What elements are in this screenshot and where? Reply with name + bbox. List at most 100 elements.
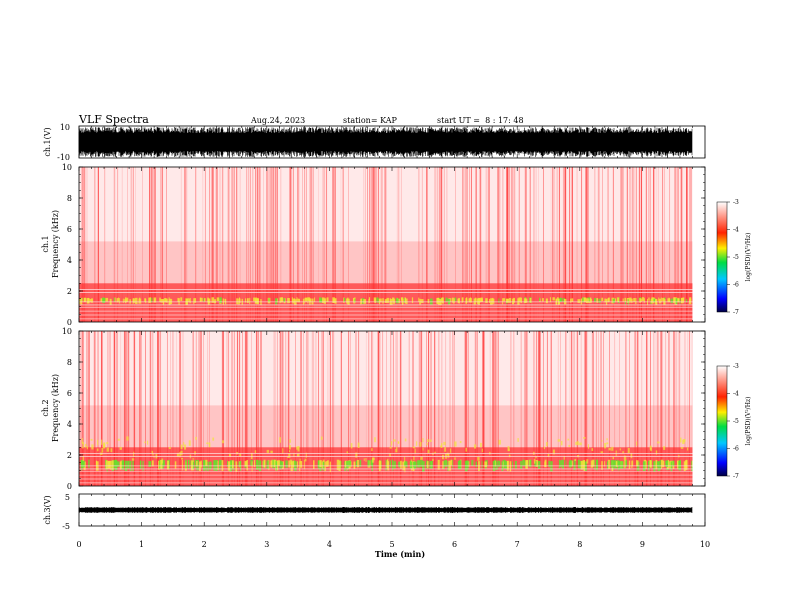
- psd-band-cell: [122, 298, 124, 303]
- psd-speckle: [176, 452, 179, 457]
- psd-band-cell: [404, 297, 406, 303]
- psd-speckle: [543, 446, 545, 450]
- psd-band-cell: [95, 460, 98, 467]
- psd-band-cell: [560, 460, 563, 468]
- psd-band-cell: [148, 461, 152, 468]
- psd-band-cell: [382, 298, 384, 304]
- ch2-colorbar-ticks: -7 -6 -5 -4 -3: [727, 363, 739, 480]
- psd-band-cell: [389, 460, 392, 468]
- psd-band-cell: [461, 297, 464, 303]
- psd-speckle: [396, 446, 398, 450]
- psd-band-cell: [290, 461, 293, 472]
- psd-band-cell: [196, 460, 198, 467]
- psd-band-cell: [346, 298, 348, 304]
- psd-speckle: [106, 442, 109, 445]
- psd-band-cell: [244, 460, 248, 467]
- psd-band-cell: [216, 297, 220, 302]
- psd-band-cell: [580, 460, 584, 470]
- psd-band-cell: [418, 297, 420, 303]
- psd-band-cell: [314, 297, 316, 302]
- psd-band-cell: [648, 297, 650, 301]
- psd-speckle: [663, 446, 666, 450]
- psd-speckle: [397, 441, 400, 444]
- psd-band-cell: [537, 460, 541, 469]
- psd-band-cell: [546, 298, 548, 303]
- psd-speckle: [101, 439, 103, 445]
- time-tick-label: 2: [202, 540, 207, 549]
- psd-band-cell: [520, 297, 523, 303]
- psd-speckle: [447, 453, 450, 458]
- psd-band-cell: [610, 460, 614, 468]
- psd-band-cell: [190, 460, 192, 467]
- psd-speckle: [290, 459, 293, 465]
- psd-band-cell: [352, 297, 355, 302]
- psd-band-cell: [573, 459, 576, 471]
- psd-band-cell: [165, 298, 168, 303]
- psd-band-cell: [268, 459, 270, 471]
- psd-speckle: [583, 437, 586, 439]
- psd-speckle: [686, 447, 689, 451]
- psd-band-cell: [484, 461, 487, 468]
- psd-band-cell: [686, 298, 688, 303]
- psd-band-cell: [140, 460, 142, 470]
- psd-speckle: [404, 438, 407, 442]
- psd-band-cell: [660, 297, 662, 303]
- ch1-spectrogram-ylabel-1: ch.1: [41, 235, 50, 252]
- psd-band-cell: [81, 298, 83, 305]
- psd-band-cell: [504, 461, 507, 469]
- ch1-colorbar: -7 -6 -5 -4 -3 log(PSD)(V²/Hz): [716, 199, 752, 316]
- psd-band-cell: [517, 298, 520, 305]
- start-time-label: start UT = 8 : 17: 48: [437, 116, 524, 125]
- psd-band-cell: [405, 298, 408, 304]
- psd-band-cell: [658, 297, 660, 301]
- psd-band-cell: [518, 297, 522, 302]
- psd-band-cell: [498, 460, 501, 467]
- psd-band-cell: [322, 297, 325, 303]
- psd-speckle: [619, 448, 621, 451]
- psd-band-cell: [305, 297, 307, 302]
- psd-band-cell: [193, 298, 197, 303]
- psd-speckle: [533, 458, 536, 464]
- psd-band-cell: [651, 297, 654, 303]
- psd-band-cell: [238, 297, 240, 304]
- psd-speckle: [434, 451, 436, 454]
- psd-band-cell: [180, 297, 183, 301]
- psd-speckle: [192, 457, 194, 463]
- psd-speckle: [374, 437, 376, 443]
- psd-speckle: [444, 447, 447, 452]
- psd-band-cell: [231, 460, 234, 469]
- psd-band-cell: [277, 298, 278, 303]
- psd-speckle: [350, 443, 353, 449]
- psd-speckle: [568, 444, 570, 447]
- psd-band-cell: [292, 298, 295, 304]
- psd-band-cell: [251, 461, 253, 472]
- psd-band-cell: [583, 297, 586, 302]
- freq-tick-label: 2: [67, 287, 72, 296]
- psd-band-cell: [443, 460, 445, 469]
- psd-band-cell: [224, 298, 226, 303]
- psd-band-cell: [677, 298, 680, 303]
- psd-band-cell: [84, 297, 87, 302]
- psd-band-cell: [442, 298, 444, 304]
- psd-speckle: [288, 450, 291, 453]
- psd-band-cell: [307, 297, 311, 302]
- psd-speckle: [372, 457, 375, 461]
- psd-band-cell: [624, 460, 628, 467]
- psd-band-cell: [277, 460, 280, 466]
- psd-speckle: [86, 446, 89, 450]
- psd-band-cell: [662, 460, 665, 468]
- psd-band-cell: [604, 461, 606, 467]
- psd-speckle: [91, 444, 94, 450]
- psd-band-cell: [639, 298, 641, 303]
- psd-band-cell: [650, 298, 652, 304]
- psd-band-cell: [355, 460, 358, 467]
- psd-band-cell: [497, 460, 499, 470]
- psd-band-cell: [250, 459, 253, 467]
- psd-band-cell: [386, 297, 390, 303]
- psd-band-cell: [514, 461, 517, 469]
- psd-speckle: [420, 456, 423, 460]
- psd-band-cell: [323, 298, 327, 304]
- psd-band-cell: [593, 460, 595, 470]
- psd-band-cell: [480, 298, 483, 302]
- psd-speckle: [535, 456, 537, 459]
